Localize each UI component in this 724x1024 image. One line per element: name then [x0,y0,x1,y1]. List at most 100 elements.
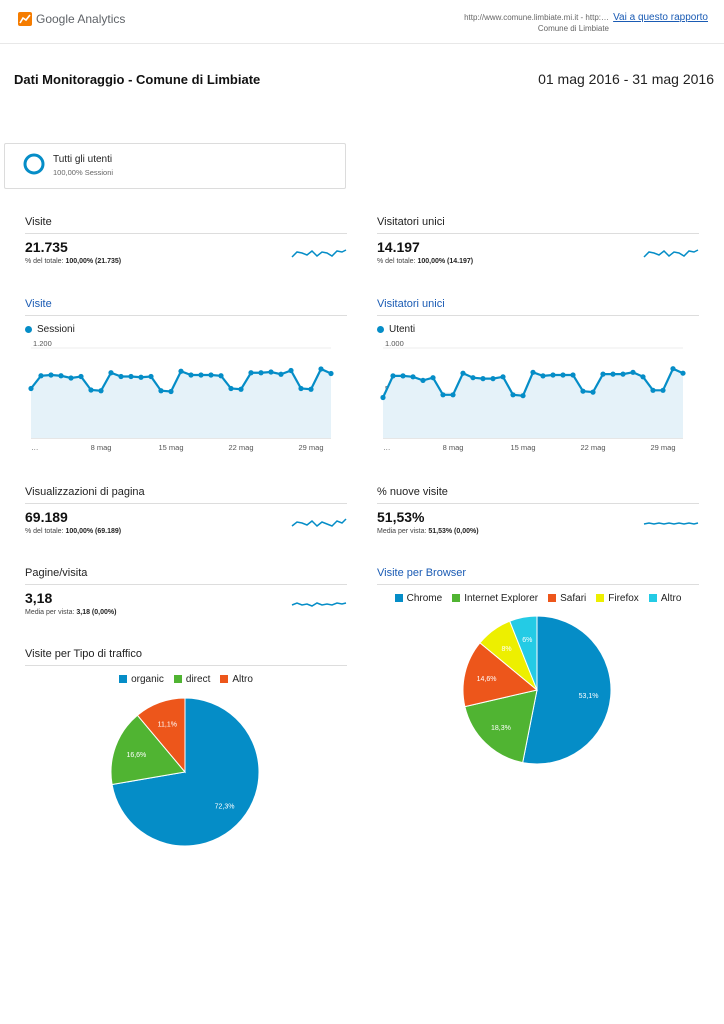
legend-swatch [377,326,384,333]
data-point [158,388,164,394]
slice-label: 18,3% [491,725,511,732]
data-point [550,372,556,378]
pie-legend: organic direct Altro [25,674,347,685]
legend-swatch [548,594,557,602]
metric-value: 51,53% [377,509,425,525]
x-tick-label: … [383,443,391,452]
metric-pageviews: Visualizzazioni di pagina 69.189 % del t… [25,486,347,535]
metric-visitatori: Visitatori unici 14.197 % del totale: 10… [377,216,699,265]
report-title: Dati Monitoraggio - Comune di Limbiate [14,72,261,87]
slice-label: 53,1% [579,693,599,700]
data-point [288,367,294,374]
data-point [590,389,596,395]
metric-visite: Visite 21.735 % del totale: 100,00% (21.… [25,216,347,265]
metric-label: Visite [25,216,347,234]
data-point [308,386,314,392]
metric-label: Pagine/visita [25,567,347,585]
x-tick-label: 8 mag [91,443,112,452]
data-point [520,393,526,399]
legend-item: Chrome [394,593,443,604]
data-point [510,392,516,398]
legend-item: organic [119,674,164,685]
legend-label: Firefox [608,593,639,604]
data-point [480,376,486,382]
legend-label: Safari [560,593,587,604]
chart-legend: Sessioni [25,324,347,335]
data-point [490,376,496,382]
data-point [278,371,284,377]
x-tick-label: … [31,443,39,452]
legend-label: Altro [660,593,682,604]
legend-swatch [452,594,461,602]
google-analytics-logo: Google Analytics [18,12,125,26]
x-tick-label: 29 mag [298,443,323,452]
metric-value: 69.189 [25,509,68,525]
chart-title: Visite per Browser [377,567,699,585]
legend-label: Sessioni [37,324,75,335]
segment-card[interactable]: Tutti gli utenti 100,00% Sessioni [4,143,346,189]
data-point [540,373,546,379]
slice-label: 6% [522,637,532,644]
data-point [198,372,204,378]
slice-label: 14,6% [477,676,497,683]
legend-swatch [596,594,605,602]
legend-swatch [220,675,229,683]
legend-label: Chrome [406,593,443,604]
data-point [218,373,224,379]
data-point [400,373,406,379]
data-point [118,373,124,380]
date-range: 01 mag 2016 - 31 mag 2016 [538,71,714,87]
legend-label: direct [185,674,211,685]
metric-sub: % del totale: 100,00% (14.197) [377,258,474,265]
legend-label: organic [131,674,164,685]
data-point [68,375,74,381]
data-point [248,370,254,376]
browser-pie-chart: 53,1% 18,3% 14,6% 8% 6% [462,615,612,765]
data-point [660,387,666,393]
pie-slice [509,615,538,691]
data-point [470,375,476,381]
data-point [430,375,436,381]
data-point [78,373,84,380]
legend-item: Safari [548,593,586,604]
series-area [31,369,331,438]
sparkline [291,249,347,258]
legend-item: Internet Explorer [452,593,538,604]
logo-text: Google Analytics [36,12,126,26]
slice-label: 11,1% [158,721,177,728]
traffic-pie-card: Visite per Tipo di traffico organic direc… [25,648,347,858]
data-point [390,373,396,379]
x-tick-label: 15 mag [158,443,183,452]
data-point [268,369,274,375]
data-point [570,372,576,378]
legend-label: Altro [232,674,253,685]
go-to-report-link[interactable]: Vai a questo rapporto [613,12,708,23]
data-point [128,373,134,380]
slice-label: 16,6% [126,752,146,759]
data-point [28,385,34,392]
metric-value: 21.735 [25,239,68,255]
x-tick-label: 22 mag [580,443,605,452]
metric-sub: % del totale: 100,00% (21.735) [25,258,122,265]
chart-title: Visite [25,298,347,316]
data-point [228,385,234,392]
segment-ring-icon [23,153,45,175]
metric-nuove-visite: % nuove visite 51,53% Media per vista: 5… [377,486,699,535]
date-end: 31 mag 2016 [632,71,714,87]
legend-label: Internet Explorer [464,593,539,604]
data-point [650,387,656,393]
data-point [48,372,54,378]
data-point [98,388,104,394]
y-tick-label: 1.000 [385,339,404,348]
data-point [630,369,636,375]
legend-item: Altro [648,593,682,604]
sparkline [291,518,347,528]
data-point [610,371,616,377]
data-point [58,373,64,379]
data-point [450,392,456,398]
data-point [138,374,144,380]
metric-label: Visitatori unici [377,216,699,234]
browser-pie-card: Visite per Browser Chrome Internet Explor… [377,567,699,777]
